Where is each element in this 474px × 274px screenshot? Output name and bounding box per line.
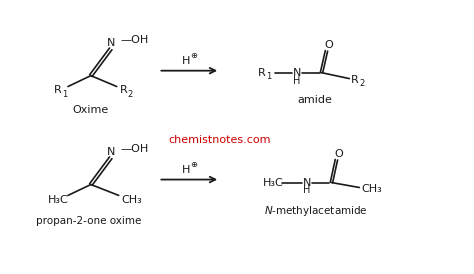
Text: R: R (54, 85, 62, 95)
Text: 1: 1 (62, 90, 67, 99)
Text: H₃C: H₃C (263, 178, 283, 187)
Text: H: H (303, 185, 310, 195)
Text: amide: amide (297, 95, 332, 105)
Text: N: N (292, 68, 301, 78)
Text: 2: 2 (359, 79, 365, 88)
Text: Oxime: Oxime (73, 105, 109, 115)
Text: ⊕: ⊕ (190, 160, 197, 169)
Text: O: O (324, 40, 333, 50)
Text: N: N (302, 178, 311, 187)
Text: 1: 1 (266, 72, 271, 81)
Text: 2: 2 (128, 90, 133, 99)
Text: N: N (107, 38, 115, 48)
Text: R: R (258, 68, 265, 78)
Text: H: H (182, 165, 191, 175)
Text: N: N (107, 147, 115, 157)
Text: propan-2-one oxime: propan-2-one oxime (36, 216, 142, 226)
Text: chemistnotes.com: chemistnotes.com (169, 135, 271, 145)
Text: —OH: —OH (120, 35, 149, 45)
Text: H₃C: H₃C (48, 195, 69, 205)
Text: $\it{N}$-methylacetamide: $\it{N}$-methylacetamide (264, 204, 367, 218)
Text: —OH: —OH (120, 144, 149, 154)
Text: H: H (182, 56, 191, 66)
Text: ⊕: ⊕ (190, 51, 197, 60)
Text: R: R (351, 75, 359, 85)
Text: CH₃: CH₃ (361, 184, 382, 195)
Text: R: R (120, 85, 128, 95)
Text: O: O (334, 149, 343, 159)
Text: CH₃: CH₃ (122, 195, 142, 205)
Text: H: H (293, 76, 301, 85)
